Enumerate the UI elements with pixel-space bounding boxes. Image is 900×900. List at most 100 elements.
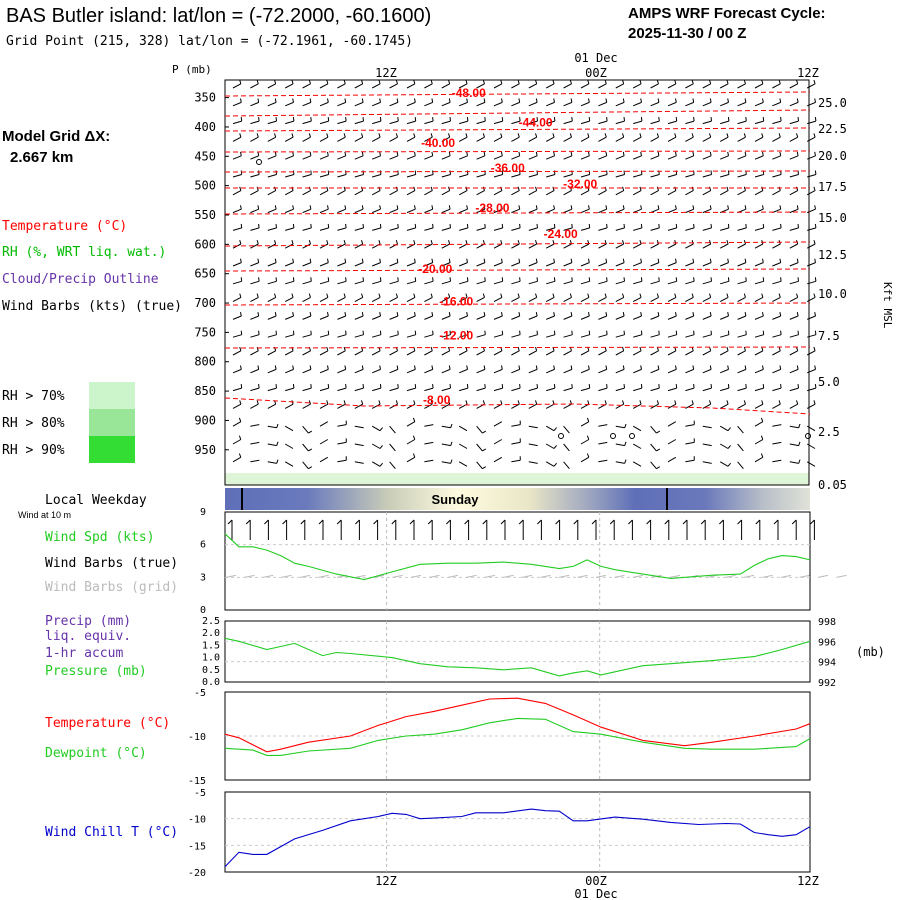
wind-barb-flag	[675, 365, 677, 370]
wind-barb-flag	[674, 133, 677, 138]
wind-barb-flag	[275, 330, 277, 335]
wind-barb	[546, 315, 555, 320]
wind-barb	[789, 101, 799, 107]
wind-barb-flag	[606, 117, 608, 122]
wind-barb-flag	[640, 311, 642, 317]
wind-barb-flag	[569, 186, 572, 191]
wind-barb	[546, 334, 556, 338]
wind-barb	[284, 403, 294, 409]
wind-barb	[232, 350, 242, 356]
surface-wind-barb-flag	[700, 519, 706, 525]
wind-barb	[754, 387, 764, 392]
wind-barb-flag	[658, 223, 660, 228]
wind-barb	[371, 403, 381, 409]
precip-tick-label: 1.0	[202, 653, 220, 664]
legend-rh: RH (%, WRT liq. wat.)	[2, 245, 166, 260]
wind-barb-flag	[448, 240, 451, 245]
wind-barb	[633, 174, 643, 178]
wind-barb-flag	[430, 346, 433, 351]
wind-barb-flag	[588, 223, 591, 228]
wind-barb	[424, 136, 433, 142]
wind-barb-flag	[691, 240, 694, 245]
wind-barb-flag	[762, 98, 764, 103]
wind-barb	[772, 101, 781, 107]
wind-barb-flag	[586, 435, 590, 440]
wind-barb	[528, 315, 538, 320]
wind-barb-flag	[604, 240, 607, 245]
wind-barb-flag	[240, 311, 242, 317]
wind-barb	[598, 424, 608, 427]
wind-barb	[424, 368, 433, 374]
wind-barb	[772, 403, 781, 409]
wind-barb-flag	[710, 223, 712, 228]
wind-barb	[302, 403, 311, 409]
wind-barb-flag	[412, 417, 416, 422]
wind-barb-flag	[656, 466, 661, 470]
wind-barb	[598, 459, 608, 463]
wind-barb	[685, 243, 694, 249]
wind-barb	[632, 190, 642, 196]
wind-barb-flag	[274, 258, 277, 263]
wind-barb-flag	[780, 277, 782, 282]
wind-barb	[719, 443, 729, 449]
wind-barb	[807, 387, 817, 392]
wind-barb	[337, 368, 346, 374]
wind-barb-flag	[501, 98, 503, 103]
wind-barb-flag	[291, 240, 294, 245]
grid-wind-barb	[373, 574, 385, 578]
wind-barb	[633, 227, 643, 231]
wind-barb	[563, 208, 573, 214]
wind-barb-flag	[256, 400, 259, 405]
wind-barb-flag	[709, 98, 712, 103]
wind-barb-flag	[292, 258, 294, 263]
bottom-tick-00z: 00Z	[585, 874, 607, 888]
wind-barb-flag	[726, 133, 729, 138]
wind-10m-label: Wind at 10 m	[18, 510, 71, 520]
wind-barb-flag	[762, 330, 765, 335]
wind-barb-flag	[571, 223, 573, 228]
wind-barb-flag	[362, 223, 364, 228]
wind-barb	[754, 296, 764, 303]
wind-speed-line	[224, 533, 811, 581]
wind-barb-flag	[553, 311, 555, 317]
wind-barb-flag	[432, 384, 434, 389]
wind-barb-flag	[692, 365, 695, 370]
wind-barb	[372, 280, 382, 285]
wind-barb-flag	[240, 117, 243, 122]
wind-barb-flag	[256, 133, 259, 138]
wind-barb	[563, 136, 572, 142]
wind-barb	[232, 280, 242, 285]
wind-barb-flag	[327, 311, 329, 317]
wind-barb	[511, 243, 520, 249]
wind-barb	[789, 425, 799, 429]
wind-barb-flag	[501, 205, 503, 210]
wind-barb	[319, 280, 329, 285]
wind-barb	[319, 387, 329, 392]
wind-barb	[372, 262, 381, 267]
wind-barb	[737, 101, 747, 107]
wind-barb-flag	[430, 79, 433, 84]
wind-barb-flag	[813, 400, 816, 405]
wind-barb	[267, 174, 277, 178]
wind-barb-flag	[587, 400, 590, 405]
wind-barb	[337, 243, 346, 249]
wind-barb-flag	[623, 277, 625, 282]
wind-barb-flag	[675, 311, 677, 317]
wind-barb-flag	[744, 151, 747, 156]
wind-barb	[528, 190, 537, 196]
wind-barb-flag	[552, 133, 555, 138]
wind-barb-flag	[624, 423, 627, 428]
wind-barb	[476, 368, 486, 374]
wind-barb-flag	[675, 330, 678, 335]
wind-barb-flag	[604, 293, 607, 298]
calm-wind-circle	[629, 433, 635, 439]
wind-barb	[789, 350, 798, 356]
grid-wind-barb	[503, 574, 514, 578]
wind-barb-flag	[813, 346, 816, 351]
wind-barb	[319, 456, 329, 463]
wind-barb-flag	[814, 258, 816, 263]
wind-barb-flag	[517, 293, 520, 298]
wind-barb-flag	[274, 133, 277, 138]
wind-barb-flag	[343, 240, 346, 245]
pressure-tick-label: 450	[194, 149, 216, 163]
